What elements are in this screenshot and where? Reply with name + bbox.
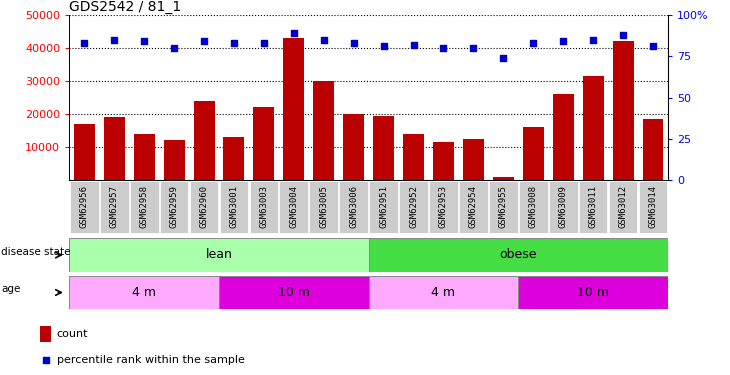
Text: GSM62954: GSM62954	[469, 184, 478, 228]
Bar	[433, 142, 454, 180]
Point	[498, 55, 510, 61]
Text: GSM62952: GSM62952	[409, 184, 418, 228]
Bar	[69, 238, 369, 272]
Bar	[518, 276, 668, 309]
Point	[438, 45, 450, 51]
Text: GSM63005: GSM63005	[319, 184, 328, 228]
Point	[288, 30, 300, 36]
Point	[618, 32, 629, 38]
Text: 4 m: 4 m	[132, 286, 156, 299]
Bar	[223, 137, 245, 180]
Point	[318, 37, 330, 43]
Text: GDS2542 / 81_1: GDS2542 / 81_1	[69, 0, 182, 14]
Point	[39, 357, 51, 363]
FancyBboxPatch shape	[339, 181, 368, 233]
FancyBboxPatch shape	[70, 181, 99, 233]
FancyBboxPatch shape	[609, 181, 637, 233]
FancyBboxPatch shape	[190, 181, 218, 233]
FancyBboxPatch shape	[369, 181, 398, 233]
Bar	[283, 38, 304, 180]
Bar	[553, 94, 574, 180]
Point	[228, 40, 239, 46]
Bar	[403, 134, 424, 180]
Point	[558, 38, 569, 44]
Text: GSM62958: GSM62958	[139, 184, 149, 228]
FancyBboxPatch shape	[639, 181, 667, 233]
FancyBboxPatch shape	[399, 181, 428, 233]
Text: GSM62951: GSM62951	[379, 184, 388, 228]
Text: GSM63004: GSM63004	[289, 184, 299, 228]
FancyBboxPatch shape	[549, 181, 577, 233]
Text: age: age	[1, 284, 20, 294]
FancyBboxPatch shape	[429, 181, 458, 233]
Point	[168, 45, 180, 51]
Text: GSM63001: GSM63001	[229, 184, 239, 228]
Text: GSM62955: GSM62955	[499, 184, 508, 228]
Text: percentile rank within the sample: percentile rank within the sample	[57, 355, 245, 365]
Bar	[369, 238, 668, 272]
FancyBboxPatch shape	[160, 181, 188, 233]
Text: count: count	[57, 329, 88, 339]
Text: lean: lean	[206, 249, 232, 261]
Bar	[74, 124, 95, 180]
Text: GSM62956: GSM62956	[80, 184, 89, 228]
Point	[378, 44, 390, 50]
FancyBboxPatch shape	[250, 181, 278, 233]
Text: GSM62953: GSM62953	[439, 184, 448, 228]
Point	[347, 40, 359, 46]
Point	[108, 37, 120, 43]
Bar	[523, 127, 544, 180]
Point	[78, 40, 91, 46]
Point	[468, 45, 480, 51]
FancyBboxPatch shape	[100, 181, 128, 233]
Bar	[642, 119, 664, 180]
FancyBboxPatch shape	[130, 181, 158, 233]
Bar	[40, 326, 51, 342]
Bar	[313, 81, 334, 180]
Bar	[612, 41, 634, 180]
FancyBboxPatch shape	[489, 181, 518, 233]
Bar	[164, 140, 185, 180]
Text: 10 m: 10 m	[577, 286, 609, 299]
Text: 4 m: 4 m	[431, 286, 456, 299]
Text: 10 m: 10 m	[278, 286, 310, 299]
Bar	[373, 116, 394, 180]
FancyBboxPatch shape	[310, 181, 338, 233]
Text: GSM63008: GSM63008	[529, 184, 538, 228]
Text: GSM63006: GSM63006	[349, 184, 358, 228]
FancyBboxPatch shape	[280, 181, 308, 233]
FancyBboxPatch shape	[220, 181, 248, 233]
Text: obese: obese	[499, 249, 537, 261]
Point	[528, 40, 539, 46]
Text: disease state: disease state	[1, 247, 71, 256]
Text: GSM62960: GSM62960	[199, 184, 209, 228]
Bar	[343, 114, 364, 180]
Bar	[69, 276, 219, 309]
FancyBboxPatch shape	[519, 181, 548, 233]
Point	[587, 37, 599, 43]
Point	[199, 38, 210, 44]
Text: GSM62959: GSM62959	[169, 184, 179, 228]
Text: GSM63009: GSM63009	[558, 184, 568, 228]
Text: GSM63014: GSM63014	[648, 184, 658, 228]
FancyBboxPatch shape	[459, 181, 488, 233]
Bar	[193, 101, 215, 180]
Bar	[134, 134, 155, 180]
Point	[407, 42, 419, 48]
Point	[139, 38, 150, 44]
Point	[258, 40, 270, 46]
Bar	[583, 76, 604, 180]
Text: GSM63011: GSM63011	[588, 184, 598, 228]
Point	[648, 44, 659, 50]
Bar	[463, 139, 484, 180]
Bar	[104, 117, 125, 180]
Text: GSM63003: GSM63003	[259, 184, 269, 228]
Bar	[253, 107, 274, 180]
FancyBboxPatch shape	[579, 181, 607, 233]
Bar	[369, 276, 518, 309]
Text: GSM63012: GSM63012	[618, 184, 628, 228]
Bar	[219, 276, 369, 309]
Text: GSM62957: GSM62957	[110, 184, 119, 228]
Bar	[493, 177, 514, 180]
